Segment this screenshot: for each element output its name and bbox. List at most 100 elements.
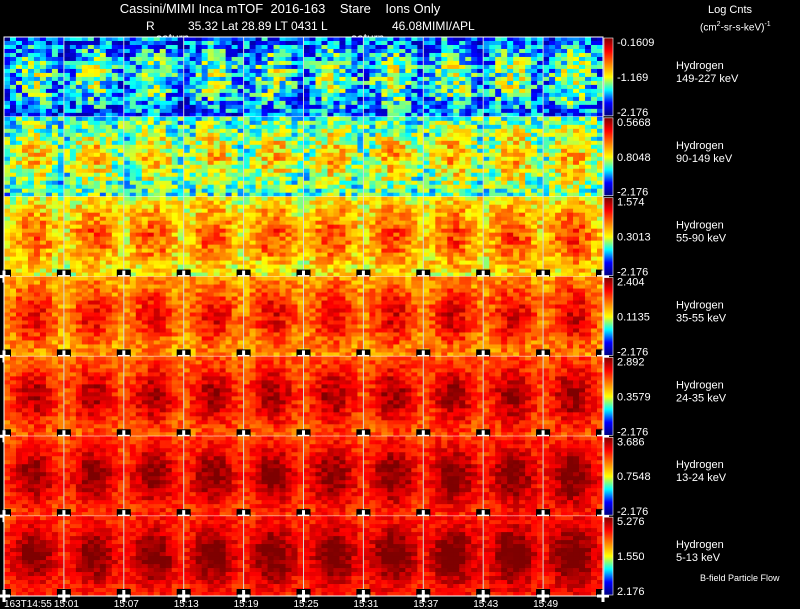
heatmap-cell — [561, 132, 568, 138]
heatmap-cell — [387, 172, 394, 178]
heatmap-cell — [63, 140, 71, 146]
heatmap-cell — [69, 124, 77, 130]
heatmap-cell — [567, 176, 574, 182]
heatmap-cell — [33, 192, 41, 198]
heatmap-cell — [357, 128, 364, 134]
heatmap-cell — [327, 64, 334, 70]
heatmap-cell — [411, 116, 418, 122]
heatmap-cell — [105, 116, 113, 122]
heatmap-cell — [51, 232, 59, 238]
heatmap-cell — [303, 140, 310, 146]
heatmap-cell — [171, 220, 179, 226]
heatmap-cell — [201, 44, 209, 50]
heatmap-cell — [357, 176, 364, 182]
heatmap-cell — [99, 48, 107, 54]
heatmap-cell — [381, 56, 388, 62]
heatmap-cell — [429, 192, 436, 198]
heatmap-cell — [213, 112, 221, 118]
heatmap-cell — [291, 160, 298, 166]
heatmap-cell — [279, 92, 286, 98]
heatmap-cell — [93, 256, 101, 261]
heatmap-cell — [237, 112, 244, 118]
heatmap-cell — [489, 176, 496, 182]
heatmap-cell — [45, 200, 53, 206]
heatmap-cell — [447, 148, 454, 154]
heatmap-cell — [57, 128, 65, 134]
heatmap-cell — [39, 164, 47, 170]
heatmap-cell — [231, 256, 239, 261]
heatmap-cell — [183, 228, 191, 234]
heatmap-cell — [459, 160, 466, 166]
heatmap-cell — [537, 60, 544, 66]
heatmap-cell — [15, 44, 23, 50]
heatmap-cell — [333, 188, 340, 194]
heatmap-cell — [111, 136, 119, 142]
heatmap-cell — [213, 100, 221, 106]
heatmap-cell — [381, 132, 388, 138]
heatmap-cell — [585, 140, 592, 146]
heatmap-cell — [213, 120, 221, 126]
heatmap-cell — [15, 96, 23, 102]
heatmap-cell — [75, 256, 83, 261]
heatmap-cell — [393, 164, 400, 170]
heatmap-cell — [9, 220, 17, 226]
heatmap-cell — [345, 108, 352, 114]
heatmap-cell — [243, 64, 250, 70]
heatmap-cell — [375, 116, 382, 122]
heatmap-cell — [591, 68, 598, 74]
heatmap-cell — [435, 108, 442, 114]
heatmap-cell — [345, 64, 352, 70]
heatmap-cell — [249, 164, 256, 170]
heatmap-cell — [561, 104, 568, 110]
heatmap-cell — [207, 88, 215, 94]
heatmap-cell — [387, 148, 394, 154]
heatmap-cell — [207, 220, 215, 226]
heatmap-cell — [567, 124, 574, 130]
heatmap-cell — [573, 80, 580, 86]
heatmap-cell — [231, 156, 239, 162]
heatmap-cell — [597, 140, 604, 146]
heatmap-cell — [447, 104, 454, 110]
heatmap-cell — [351, 100, 358, 106]
heatmap-cell — [477, 100, 484, 106]
heatmap-cell — [189, 96, 197, 102]
heatmap-cell — [585, 68, 592, 74]
heatmap-cell — [159, 72, 167, 78]
heatmap-cell — [597, 188, 604, 194]
heatmap-cell — [369, 80, 376, 86]
heatmap-cell — [57, 152, 65, 158]
heatmap-cell — [291, 168, 298, 174]
heatmap-cell — [285, 176, 292, 182]
heatmap-cell — [183, 168, 191, 174]
heatmap-cell — [411, 148, 418, 154]
heatmap-cell — [27, 88, 35, 94]
heatmap-cell — [333, 37, 340, 42]
heatmap-cell — [483, 128, 490, 134]
heatmap-cell — [435, 116, 442, 122]
heatmap-cell — [273, 156, 280, 162]
heatmap-cell — [225, 60, 233, 66]
heatmap-cell — [435, 72, 442, 78]
heatmap-cell — [183, 232, 191, 238]
heatmap-cell — [363, 108, 370, 114]
heatmap-cell — [381, 188, 388, 194]
heatmap-cell — [495, 120, 502, 126]
heatmap-cell — [291, 52, 298, 58]
heatmap-cell — [507, 180, 514, 186]
heatmap-cell — [399, 140, 406, 146]
heatmap-cell — [351, 37, 358, 42]
heatmap-cell — [363, 88, 370, 94]
heatmap-cell — [261, 224, 268, 230]
heatmap-cell — [15, 192, 23, 198]
heatmap-cell — [249, 140, 256, 146]
heatmap-cell — [81, 108, 89, 114]
heatmap-cell — [345, 96, 352, 102]
heatmap-cell — [4, 240, 11, 246]
heatmap-cell — [285, 136, 292, 142]
heatmap-cell — [297, 188, 304, 194]
heatmap-cell — [177, 136, 185, 142]
heatmap-cell — [219, 240, 227, 246]
heatmap-cell — [483, 116, 490, 122]
heatmap-cell — [471, 40, 478, 46]
heatmap-cell — [237, 212, 244, 218]
